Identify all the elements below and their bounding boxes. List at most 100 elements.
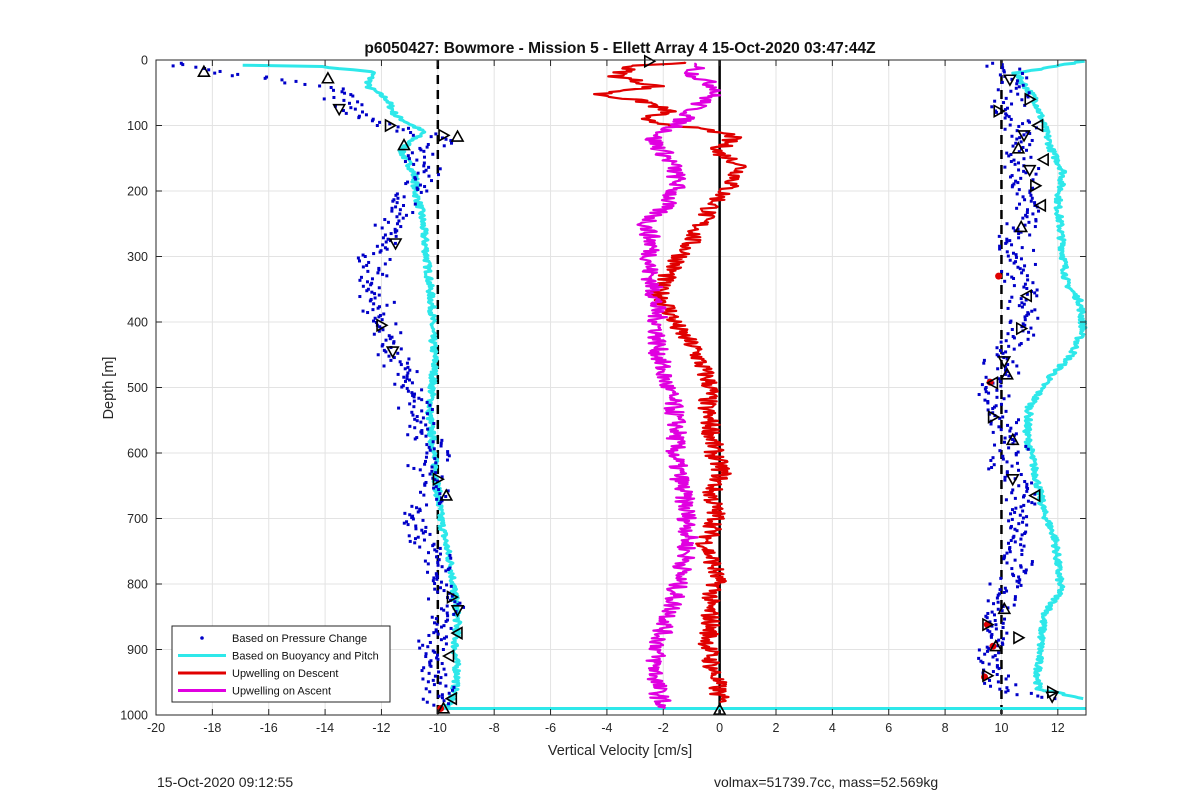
data-point (422, 155, 426, 159)
data-point (361, 309, 365, 313)
data-point (449, 584, 453, 588)
y-tick-label: 1000 (120, 709, 148, 723)
data-point (412, 405, 416, 409)
data-point (1034, 172, 1038, 176)
data-point (1004, 409, 1008, 413)
data-point (1010, 102, 1014, 106)
data-point (1012, 574, 1016, 578)
data-point (1014, 141, 1018, 145)
data-point (403, 160, 407, 164)
data-point (1015, 579, 1019, 583)
triangle-marker (982, 668, 995, 683)
data-point (1013, 595, 1017, 599)
data-point (1029, 155, 1033, 159)
data-point (424, 655, 428, 659)
data-point (1018, 67, 1022, 71)
data-point (376, 353, 380, 357)
data-point (1025, 148, 1029, 152)
data-point (1026, 208, 1030, 212)
data-point (361, 284, 365, 288)
data-point (376, 271, 380, 275)
data-point (194, 65, 198, 69)
data-point (1013, 496, 1017, 500)
x-tick-label: 6 (885, 721, 892, 735)
data-point (431, 440, 435, 444)
data-point (398, 360, 402, 364)
triangle-marker (332, 103, 347, 117)
data-point (1019, 583, 1023, 587)
data-point (415, 370, 419, 374)
data-point (977, 393, 981, 397)
data-point (419, 490, 423, 494)
data-point (394, 193, 398, 197)
data-point (449, 141, 453, 145)
data-point (998, 687, 1002, 691)
data-point (1007, 394, 1011, 398)
data-point (1025, 76, 1029, 80)
data-point (451, 688, 455, 692)
data-point (398, 212, 402, 216)
data-point (378, 313, 382, 317)
data-point (435, 622, 439, 626)
data-point (1015, 79, 1019, 83)
data-point (393, 227, 397, 231)
data-point (437, 502, 441, 506)
data-point (359, 275, 363, 279)
data-point (434, 617, 438, 621)
data-point (401, 128, 405, 132)
data-point (426, 142, 430, 146)
data-point (1031, 281, 1035, 285)
data-point (1002, 101, 1006, 105)
data-point (986, 599, 990, 603)
y-tick-label: 500 (127, 381, 148, 395)
data-point (444, 137, 448, 141)
data-point (1007, 344, 1011, 348)
data-point (404, 213, 408, 217)
data-point (1010, 437, 1014, 441)
data-point (406, 126, 410, 130)
data-point (380, 318, 384, 322)
data-point (386, 220, 390, 224)
data-point (1003, 586, 1007, 590)
data-point (987, 662, 991, 666)
legend-label: Based on Buoyancy and Pitch (232, 651, 379, 663)
data-point (1018, 343, 1022, 347)
data-point (421, 677, 425, 681)
data-point (372, 252, 376, 256)
data-point (375, 124, 379, 127)
data-point (1002, 590, 1006, 594)
data-point (1023, 315, 1027, 319)
data-point (428, 448, 432, 452)
data-point (171, 64, 175, 68)
data-point (366, 269, 370, 273)
data-point (421, 518, 425, 522)
data-point (977, 656, 981, 660)
data-point (438, 546, 442, 550)
data-point (1013, 597, 1017, 601)
data-point (1005, 113, 1009, 117)
data-point (996, 680, 1000, 684)
data-point (404, 182, 408, 186)
data-point (996, 607, 1000, 611)
data-point (996, 593, 1000, 597)
data-point (1015, 364, 1019, 368)
data-point (1019, 543, 1023, 547)
data-point (1030, 501, 1034, 505)
data-point (403, 379, 407, 383)
data-point (444, 684, 448, 688)
data-point (1023, 264, 1027, 268)
data-point (999, 402, 1003, 406)
data-point (322, 97, 326, 101)
data-point (384, 350, 388, 354)
data-point (1034, 219, 1038, 223)
data-point (1014, 432, 1018, 436)
triangle-marker (1015, 321, 1029, 336)
triangle-marker (376, 318, 389, 333)
data-point (991, 456, 995, 460)
data-point (347, 101, 351, 105)
data-point (1008, 299, 1012, 303)
data-point (1013, 558, 1017, 562)
data-point (376, 306, 380, 310)
data-point (360, 103, 364, 107)
data-point (427, 671, 431, 675)
